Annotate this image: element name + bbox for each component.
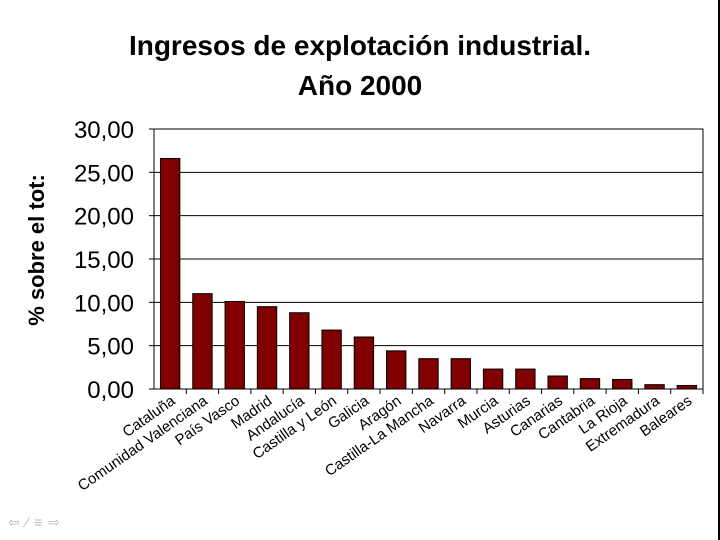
menu-icon[interactable]: ≡ (34, 514, 49, 530)
slide-navigation: ⇦⁄≡⇨ (8, 514, 66, 531)
arrow-right-icon[interactable]: ⇨ (48, 514, 66, 530)
bar (289, 312, 310, 390)
slide-edge (718, 0, 720, 540)
bar (418, 358, 439, 390)
bar (386, 350, 407, 390)
x-tick-label: Comunidad Valenciana (75, 392, 211, 495)
bar (676, 385, 698, 390)
y-tick-label: 30,00 (74, 117, 134, 144)
chart-title-line-1: Ingresos de explotación industrial. (128, 30, 592, 61)
bar (256, 306, 278, 390)
y-tick-label: 0,00 (87, 377, 134, 404)
bar (159, 157, 181, 390)
y-tick-label: 15,00 (74, 247, 134, 274)
bar (450, 358, 471, 390)
bar (547, 375, 568, 390)
y-tick-label: 5,00 (87, 334, 134, 361)
bar (353, 336, 375, 390)
y-tick-label: 25,00 (74, 160, 134, 187)
pencil-icon[interactable]: ⁄ (25, 514, 35, 530)
y-tick-label: 20,00 (74, 204, 134, 231)
chart-title: Ingresos de explotación industrial. Año … (0, 26, 720, 106)
bar (579, 378, 601, 390)
bar (192, 293, 213, 390)
arrow-left-icon[interactable]: ⇦ (8, 514, 26, 530)
bar (612, 378, 633, 390)
bar (224, 300, 245, 390)
y-tick-label: 10,00 (74, 290, 134, 317)
bar (644, 384, 665, 390)
bar (515, 368, 536, 390)
chart-title-line-2: Año 2000 (297, 70, 423, 101)
bar (482, 368, 504, 390)
y-axis-label: % sobre el tot: (24, 174, 49, 326)
bar (321, 329, 342, 390)
